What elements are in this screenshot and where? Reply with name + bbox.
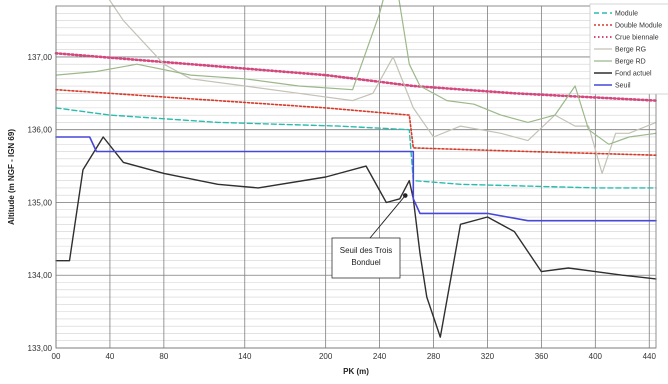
y-tick-label: 133,00 — [28, 344, 53, 353]
series-line-fond-actuel — [55, 136, 657, 338]
legend: Module Double Module Crue biennale Berge RG… — [589, 3, 668, 95]
x-tick-label: 140 — [238, 352, 252, 361]
plot-frame — [55, 5, 657, 349]
x-axis-title: PK (m) — [343, 367, 369, 376]
plot-area — [56, 6, 656, 348]
x-tick-label: 440 — [643, 352, 657, 361]
x-tick-label: 200 — [319, 352, 333, 361]
x-tick-labels: 00 40 80 140 200 240 280 320 360 400 440 — [52, 352, 657, 361]
annotation-text: Bonduel — [351, 258, 381, 267]
y-axis-title: Altitude (m NGF - IGN 69) — [7, 129, 16, 225]
series-layer — [54, 0, 658, 338]
x-tick-label: 280 — [427, 352, 441, 361]
series-line-module — [55, 107, 657, 189]
series-line-berge-rd — [55, 0, 657, 145]
x-tick-label: 320 — [481, 352, 495, 361]
y-tick-label: 135,00 — [28, 198, 53, 207]
legend-label: Fond actuel — [615, 71, 652, 78]
annotation-arrowhead — [402, 193, 408, 198]
legend-label: Module — [615, 11, 638, 18]
x-tick-label: 00 — [52, 352, 61, 361]
annotation: Seuil des Trois Bonduel — [331, 193, 408, 279]
series-line-berge-rg — [108, 0, 657, 174]
y-tick-label: 137,00 — [28, 53, 53, 62]
y-tick-labels: 133,00 134,00 135,00 136,00 137,00 — [28, 53, 53, 353]
series-line-seuil — [55, 136, 657, 222]
legend-label: Crue biennale — [615, 35, 659, 42]
x-tick-label: 40 — [105, 352, 114, 361]
annotation-leader — [369, 195, 406, 239]
x-tick-label: 360 — [535, 352, 549, 361]
series-line-crue-biennale — [54, 51, 658, 102]
legend-label: Seuil — [615, 83, 631, 90]
y-tick-label: 134,00 — [28, 271, 53, 280]
annotation-box — [331, 237, 401, 279]
x-tick-label: 80 — [159, 352, 168, 361]
annotation-text: Seuil des Trois — [340, 246, 392, 255]
y-tick-label: 136,00 — [28, 126, 53, 135]
legend-label: Double Module — [615, 23, 662, 30]
x-tick-label: 240 — [373, 352, 387, 361]
x-tick-label: 400 — [589, 352, 603, 361]
series-line-double-module — [55, 88, 657, 156]
legend-label: Berge RD — [615, 59, 646, 66]
legend-label: Berge RG — [615, 47, 646, 54]
